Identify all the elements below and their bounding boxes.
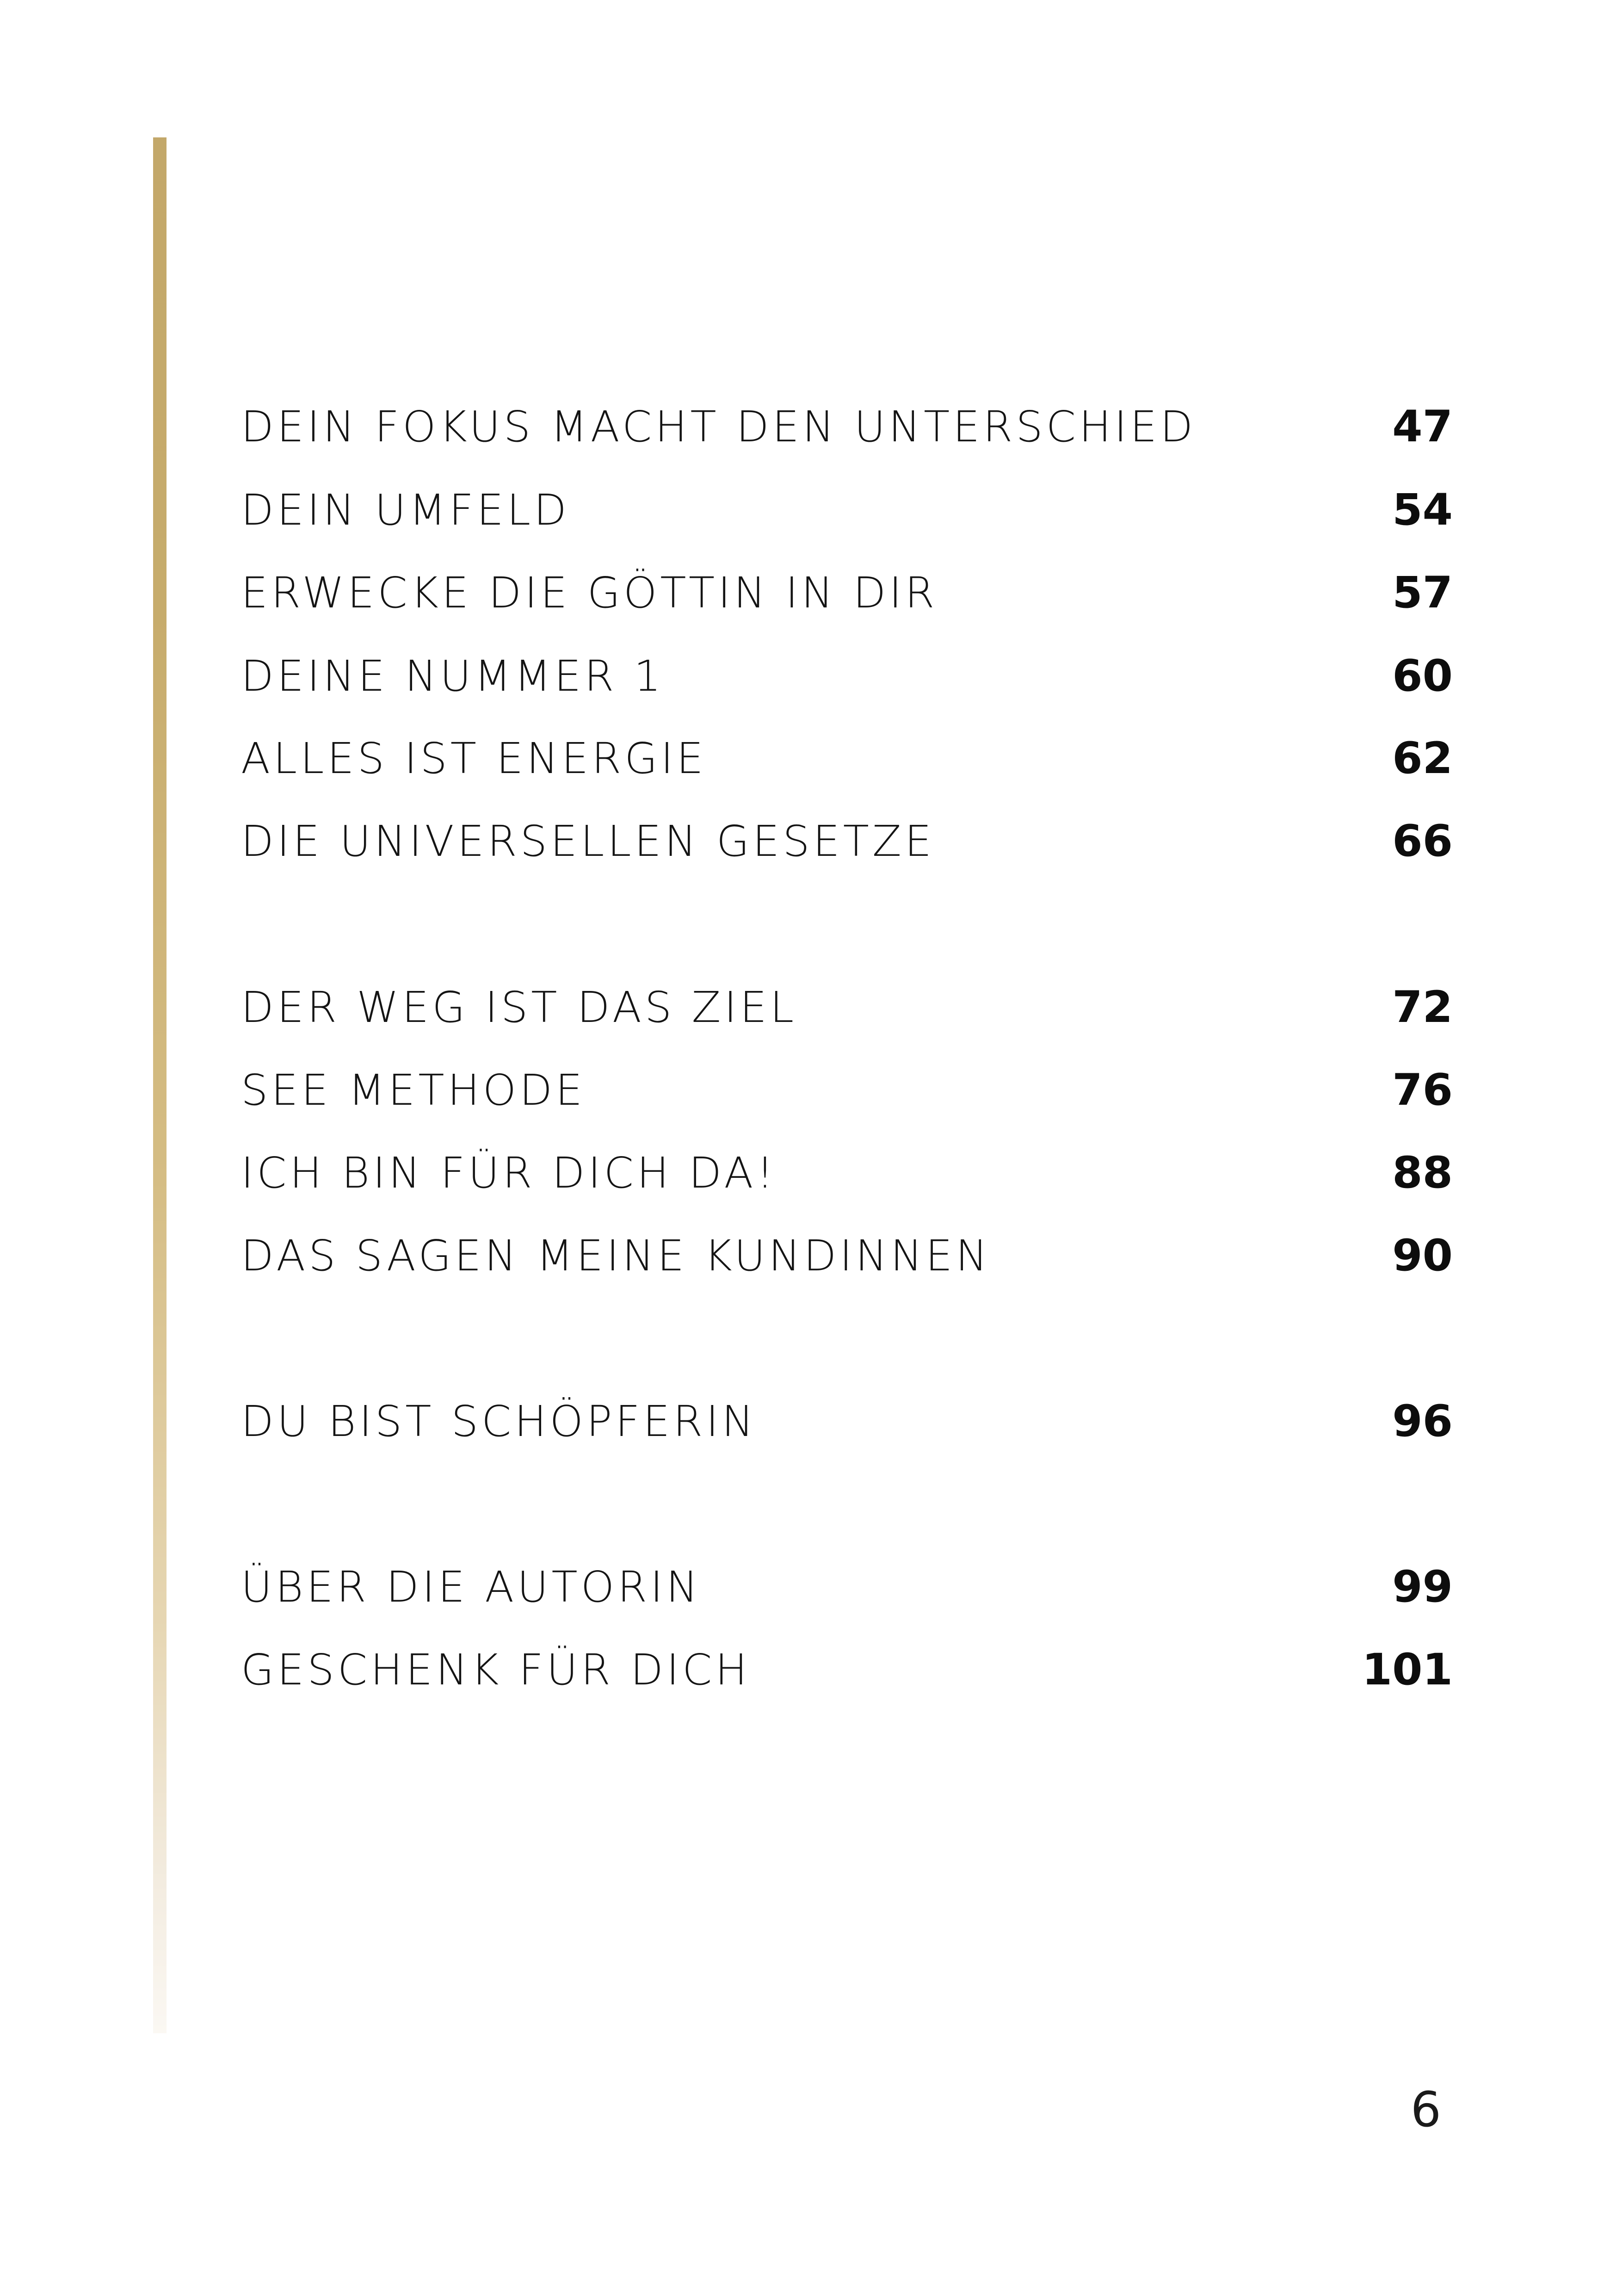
toc-entry-title: DER WEG IST DAS ZIEL	[241, 983, 797, 1032]
toc-entry[interactable]: ERWECKE DIE GÖTTIN IN DIR 57	[241, 565, 1453, 621]
toc-entry[interactable]: DEIN FOKUS MACHT DEN UNTERSCHIED 47	[241, 399, 1453, 455]
toc-entry[interactable]: ÜBER DIE AUTORIN 99	[241, 1560, 1453, 1615]
toc-entry-title: SEE METHODE	[241, 1065, 586, 1115]
toc-entry[interactable]: DEIN UMFELD 54	[241, 483, 1453, 538]
toc-entry-title: ICH BIN FÜR DICH DA!	[241, 1148, 777, 1198]
toc-entry[interactable]: DU BIST SCHÖPFERIN 96	[241, 1394, 1453, 1449]
toc-entry-page: 90	[1392, 1231, 1453, 1281]
toc-entry-page: 99	[1392, 1562, 1453, 1612]
toc-entry[interactable]: DIE UNIVERSELLEN GESETZE 66	[241, 814, 1453, 869]
page-number: 6	[1410, 2081, 1441, 2138]
toc-entry-page: 60	[1392, 651, 1453, 701]
toc-entry-page: 62	[1392, 733, 1453, 784]
toc-entry[interactable]: ALLES IST ENERGIE 62	[241, 731, 1453, 786]
toc-entry-title: DEIN UMFELD	[241, 485, 570, 535]
toc-entry-page: 72	[1392, 982, 1453, 1033]
toc-entry[interactable]: ICH BIN FÜR DICH DA! 88	[241, 1145, 1453, 1201]
toc-entry-page: 101	[1362, 1645, 1453, 1695]
toc-entry-title: DIE UNIVERSELLEN GESETZE	[241, 817, 935, 866]
toc-entry-title: DEIN FOKUS MACHT DEN UNTERSCHIED	[241, 402, 1197, 452]
toc-entry[interactable]: DEINE NUMMER 1 60	[241, 649, 1453, 704]
toc-entry-page: 57	[1392, 568, 1453, 618]
toc-entry-title: ALLES IST ENERGIE	[241, 734, 707, 783]
toc-entry-title: DU BIST SCHÖPFERIN	[241, 1397, 757, 1446]
toc-entry[interactable]: SEE METHODE 76	[241, 1063, 1453, 1118]
toc-entry-page: 88	[1392, 1148, 1453, 1198]
toc-entry[interactable]: DAS SAGEN MEINE KUNDINNEN 90	[241, 1228, 1453, 1284]
toc-entry-title: GESCHENK FÜR DICH	[241, 1645, 751, 1695]
toc-entry-page: 54	[1392, 485, 1453, 535]
toc-entry-page: 76	[1392, 1065, 1453, 1115]
toc-entry[interactable]: DER WEG IST DAS ZIEL 72	[241, 980, 1453, 1035]
toc-entry-title: ÜBER DIE AUTORIN	[241, 1562, 701, 1612]
gold-accent-bar	[153, 137, 167, 2033]
toc-entry-title: DAS SAGEN MEINE KUNDINNEN	[241, 1231, 991, 1281]
toc-entry-page: 66	[1392, 816, 1453, 866]
toc-entry-page: 96	[1392, 1396, 1453, 1447]
toc-entry-title: DEINE NUMMER 1	[241, 651, 665, 701]
toc-entry[interactable]: GESCHENK FÜR DICH 101	[241, 1642, 1453, 1698]
toc-entry-page: 47	[1392, 402, 1453, 452]
toc-entry-title: ERWECKE DIE GÖTTIN IN DIR	[241, 568, 938, 618]
